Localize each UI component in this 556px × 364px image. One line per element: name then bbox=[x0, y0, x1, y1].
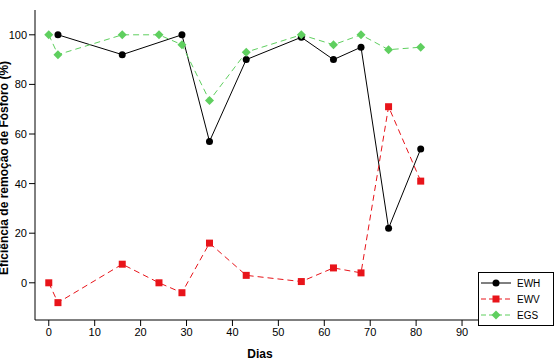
html-text:EGS: EGS bbox=[517, 309, 539, 321]
svg-text:Dias: Dias bbox=[247, 347, 273, 361]
svg-text:0: 0 bbox=[21, 277, 27, 289]
svg-text:90: 90 bbox=[456, 326, 468, 338]
html-text:EWH: EWH bbox=[517, 277, 541, 289]
svg-text:60: 60 bbox=[318, 326, 330, 338]
svg-text:50: 50 bbox=[272, 326, 284, 338]
svg-text:30: 30 bbox=[180, 326, 192, 338]
svg-text:70: 70 bbox=[364, 326, 376, 338]
svg-text:10: 10 bbox=[89, 326, 101, 338]
html-text:EWV: EWV bbox=[517, 293, 540, 305]
svg-text:60: 60 bbox=[15, 128, 27, 140]
svg-text:40: 40 bbox=[15, 178, 27, 190]
svg-text:80: 80 bbox=[15, 78, 27, 90]
svg-text:20: 20 bbox=[15, 227, 27, 239]
svg-text:80: 80 bbox=[410, 326, 422, 338]
svg-text:100: 100 bbox=[9, 29, 27, 41]
svg-text:40: 40 bbox=[226, 326, 238, 338]
svg-text:20: 20 bbox=[134, 326, 146, 338]
svg-text:0: 0 bbox=[46, 326, 52, 338]
svg-text:Eficiência de remoção de Fósfo: Eficiência de remoção de Fósforo (%) bbox=[8, 61, 11, 275]
